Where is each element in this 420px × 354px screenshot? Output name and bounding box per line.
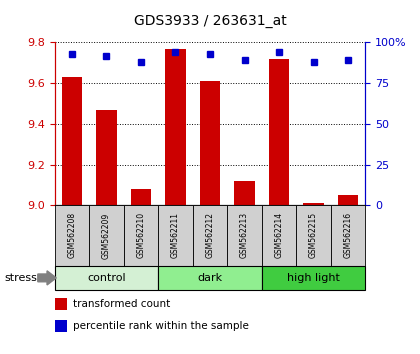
Text: GSM562214: GSM562214 bbox=[275, 212, 284, 258]
Bar bbox=[158, 205, 193, 266]
Text: control: control bbox=[87, 273, 126, 283]
Text: dark: dark bbox=[197, 273, 223, 283]
Bar bbox=[338, 195, 359, 205]
Bar bbox=[55, 298, 67, 310]
Text: GSM562209: GSM562209 bbox=[102, 212, 111, 258]
FancyArrow shape bbox=[38, 271, 56, 285]
Text: percentile rank within the sample: percentile rank within the sample bbox=[73, 321, 249, 331]
Bar bbox=[123, 205, 158, 266]
Bar bbox=[227, 205, 262, 266]
Text: GSM562208: GSM562208 bbox=[67, 212, 76, 258]
Bar bbox=[55, 266, 158, 290]
Bar bbox=[331, 205, 365, 266]
Bar bbox=[234, 181, 255, 205]
Bar bbox=[131, 189, 151, 205]
Text: GSM562216: GSM562216 bbox=[344, 212, 353, 258]
Text: GSM562211: GSM562211 bbox=[171, 212, 180, 258]
Text: stress: stress bbox=[4, 273, 37, 283]
Text: GSM562213: GSM562213 bbox=[240, 212, 249, 258]
Bar bbox=[262, 266, 365, 290]
Bar bbox=[55, 205, 89, 266]
Bar bbox=[200, 81, 221, 205]
Bar bbox=[262, 205, 297, 266]
Bar bbox=[55, 320, 67, 332]
Bar bbox=[269, 59, 289, 205]
Bar bbox=[89, 205, 123, 266]
Text: GSM562210: GSM562210 bbox=[136, 212, 145, 258]
Text: transformed count: transformed count bbox=[73, 299, 171, 309]
Text: GSM562215: GSM562215 bbox=[309, 212, 318, 258]
Text: high light: high light bbox=[287, 273, 340, 283]
Bar bbox=[303, 203, 324, 205]
Bar bbox=[297, 205, 331, 266]
Bar bbox=[96, 110, 117, 205]
Bar bbox=[61, 77, 82, 205]
Bar bbox=[158, 266, 262, 290]
Bar bbox=[165, 48, 186, 205]
Text: GDS3933 / 263631_at: GDS3933 / 263631_at bbox=[134, 14, 286, 28]
Text: GSM562212: GSM562212 bbox=[205, 212, 215, 258]
Bar bbox=[193, 205, 227, 266]
